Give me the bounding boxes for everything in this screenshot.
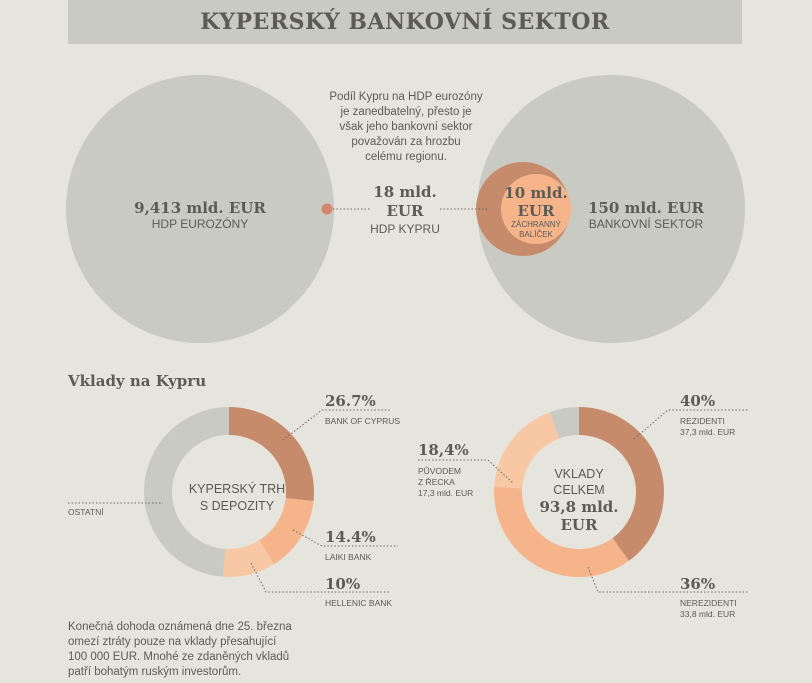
donut2-total-unit: EUR [560, 516, 598, 534]
segment-other [549, 407, 579, 439]
banking-sector-block: 150 mld. EUR BANKOVNÍ SEKTOR [578, 199, 714, 231]
hellenic-label: HELLENIC BANK [325, 598, 393, 608]
leader-line-bank-of-cyprus [282, 409, 390, 441]
nerezidenti-pct: 36% [680, 575, 716, 593]
donut2-total-value: 93,8 mld. [539, 498, 619, 516]
intro-line: je zanedbatelný, přesto je [340, 106, 472, 118]
segment-bank-of-cyprus [229, 407, 314, 502]
segment-nerezidenti [494, 486, 629, 577]
bailout-block: 10 mld. EUR ZÁCHRANNÝ BALÍČEK [496, 184, 576, 240]
donut2-center: VKLADY CELKEM 93,8 mld. EUR [529, 466, 629, 534]
nerezidenti-label: NEREZIDENTI [680, 598, 737, 608]
laiki-label: LAIKI BANK [325, 552, 372, 562]
recko-pct: 18,4% [418, 441, 469, 459]
leader-line-nerezidenti [587, 566, 748, 593]
recko-label: Z ŘECKA [418, 477, 455, 487]
donut1-center: KYPERSKÝ TRH S DEPOZITY [177, 481, 297, 515]
intro-line: však jeho bankovní sektor [339, 121, 473, 133]
eurozone-gdp-value: 9,413 mld. EUR [134, 199, 266, 217]
donut1-center-line: KYPERSKÝ TRH [188, 482, 286, 496]
banking-sector-label: BANKOVNÍ SEKTOR [588, 217, 704, 231]
leader-line-laiki [292, 529, 398, 547]
nerezidenti-amount: 33,8 mld. EUR [680, 609, 736, 619]
segment-hellenic [223, 540, 275, 577]
rezidenti-label: REZIDENTI [680, 416, 725, 426]
bailout-unit: EUR [517, 202, 555, 220]
footnote-line: patří bohatým ruským investorům. [68, 666, 242, 678]
segment-ostatni [144, 407, 229, 577]
recko-label: PŮVODEM [418, 466, 461, 476]
intro-line: celému regionu. [365, 151, 447, 163]
intro-line: Podíl Kypru na HDP eurozóny [329, 91, 483, 103]
cyprus-gdp-value: 18 mld. [373, 183, 437, 201]
eurozone-gdp-circle [66, 75, 334, 343]
leader-line-recko [418, 459, 514, 484]
bank-of-cyprus-label: BANK OF CYPRUS [325, 416, 401, 426]
hellenic-pct: 10% [325, 575, 361, 593]
eurozone-gdp-label: HDP EUROZÓNY [151, 217, 249, 231]
bailout-inner-circle [501, 174, 571, 244]
leader-line-rezidenti [633, 409, 748, 440]
recko-amount: 17,3 mld. EUR [418, 488, 474, 498]
intro-line: považován za hrozbu [351, 136, 461, 148]
donut2-center-line: CELKEM [553, 483, 605, 497]
leader-line-hellenic [250, 562, 390, 593]
rezidenti-pct: 40% [680, 392, 716, 410]
footnote: Konečná dohoda oznámená dne 25. března o… [68, 620, 328, 680]
bailout-value: 10 mld. [504, 184, 568, 202]
title-banner: KYPERSKÝ BANKOVNÍ SEKTOR [68, 0, 742, 44]
rezidenti-amount: 37,3 mld. EUR [680, 427, 736, 437]
segment-laiki [259, 498, 314, 565]
segment-recko [494, 412, 560, 489]
donut-deposit-market [144, 407, 314, 577]
footnote-line: Konečná dohoda oznámená dne 25. března [68, 621, 292, 633]
banking-sector-circle [477, 75, 745, 343]
ostatni-label: OSTATNÍ [68, 507, 104, 517]
bailout-label: ZÁCHRANNÝ [511, 220, 561, 229]
footnote-line: omezí ztráty pouze na vklady přesahující [68, 636, 277, 648]
bank-of-cyprus-pct: 26.7% [325, 392, 376, 410]
segment-rezidenti [579, 407, 664, 561]
rezidenti-label-block: REZIDENTI 37,3 mld. EUR [680, 416, 735, 438]
donut2-center-line: VKLADY [554, 467, 604, 481]
banking-sector-value: 150 mld. EUR [587, 199, 704, 217]
section-title: Vklady na Kypru [68, 372, 207, 390]
page-title: KYPERSKÝ BANKOVNÍ SEKTOR [200, 9, 610, 35]
laiki-pct: 14.4% [325, 528, 376, 546]
donut1-center-line: S DEPOZITY [199, 499, 275, 513]
recko-label-block: PŮVODEM Z ŘECKA 17,3 mld. EUR [418, 466, 473, 499]
donut-total-deposits [494, 407, 664, 577]
intro-text: Podíl Kypru na HDP eurozóny je zanedbate… [318, 90, 494, 165]
cyprus-gdp-dot [321, 203, 333, 215]
footnote-line: 100 000 EUR. Mnohé ze zdaněných vkladů [68, 651, 290, 663]
eurozone-gdp-block: 9,413 mld. EUR HDP EUROZÓNY [100, 199, 300, 231]
bailout-label: BALÍČEK [519, 230, 553, 239]
cyprus-gdp-unit: EUR [386, 202, 424, 220]
cyprus-gdp-label: HDP KYPRU [370, 222, 440, 236]
nerezidenti-label-block: NEREZIDENTI 33,8 mld. EUR [680, 598, 737, 620]
cyprus-gdp-block: 18 mld. EUR HDP KYPRU [355, 183, 455, 236]
